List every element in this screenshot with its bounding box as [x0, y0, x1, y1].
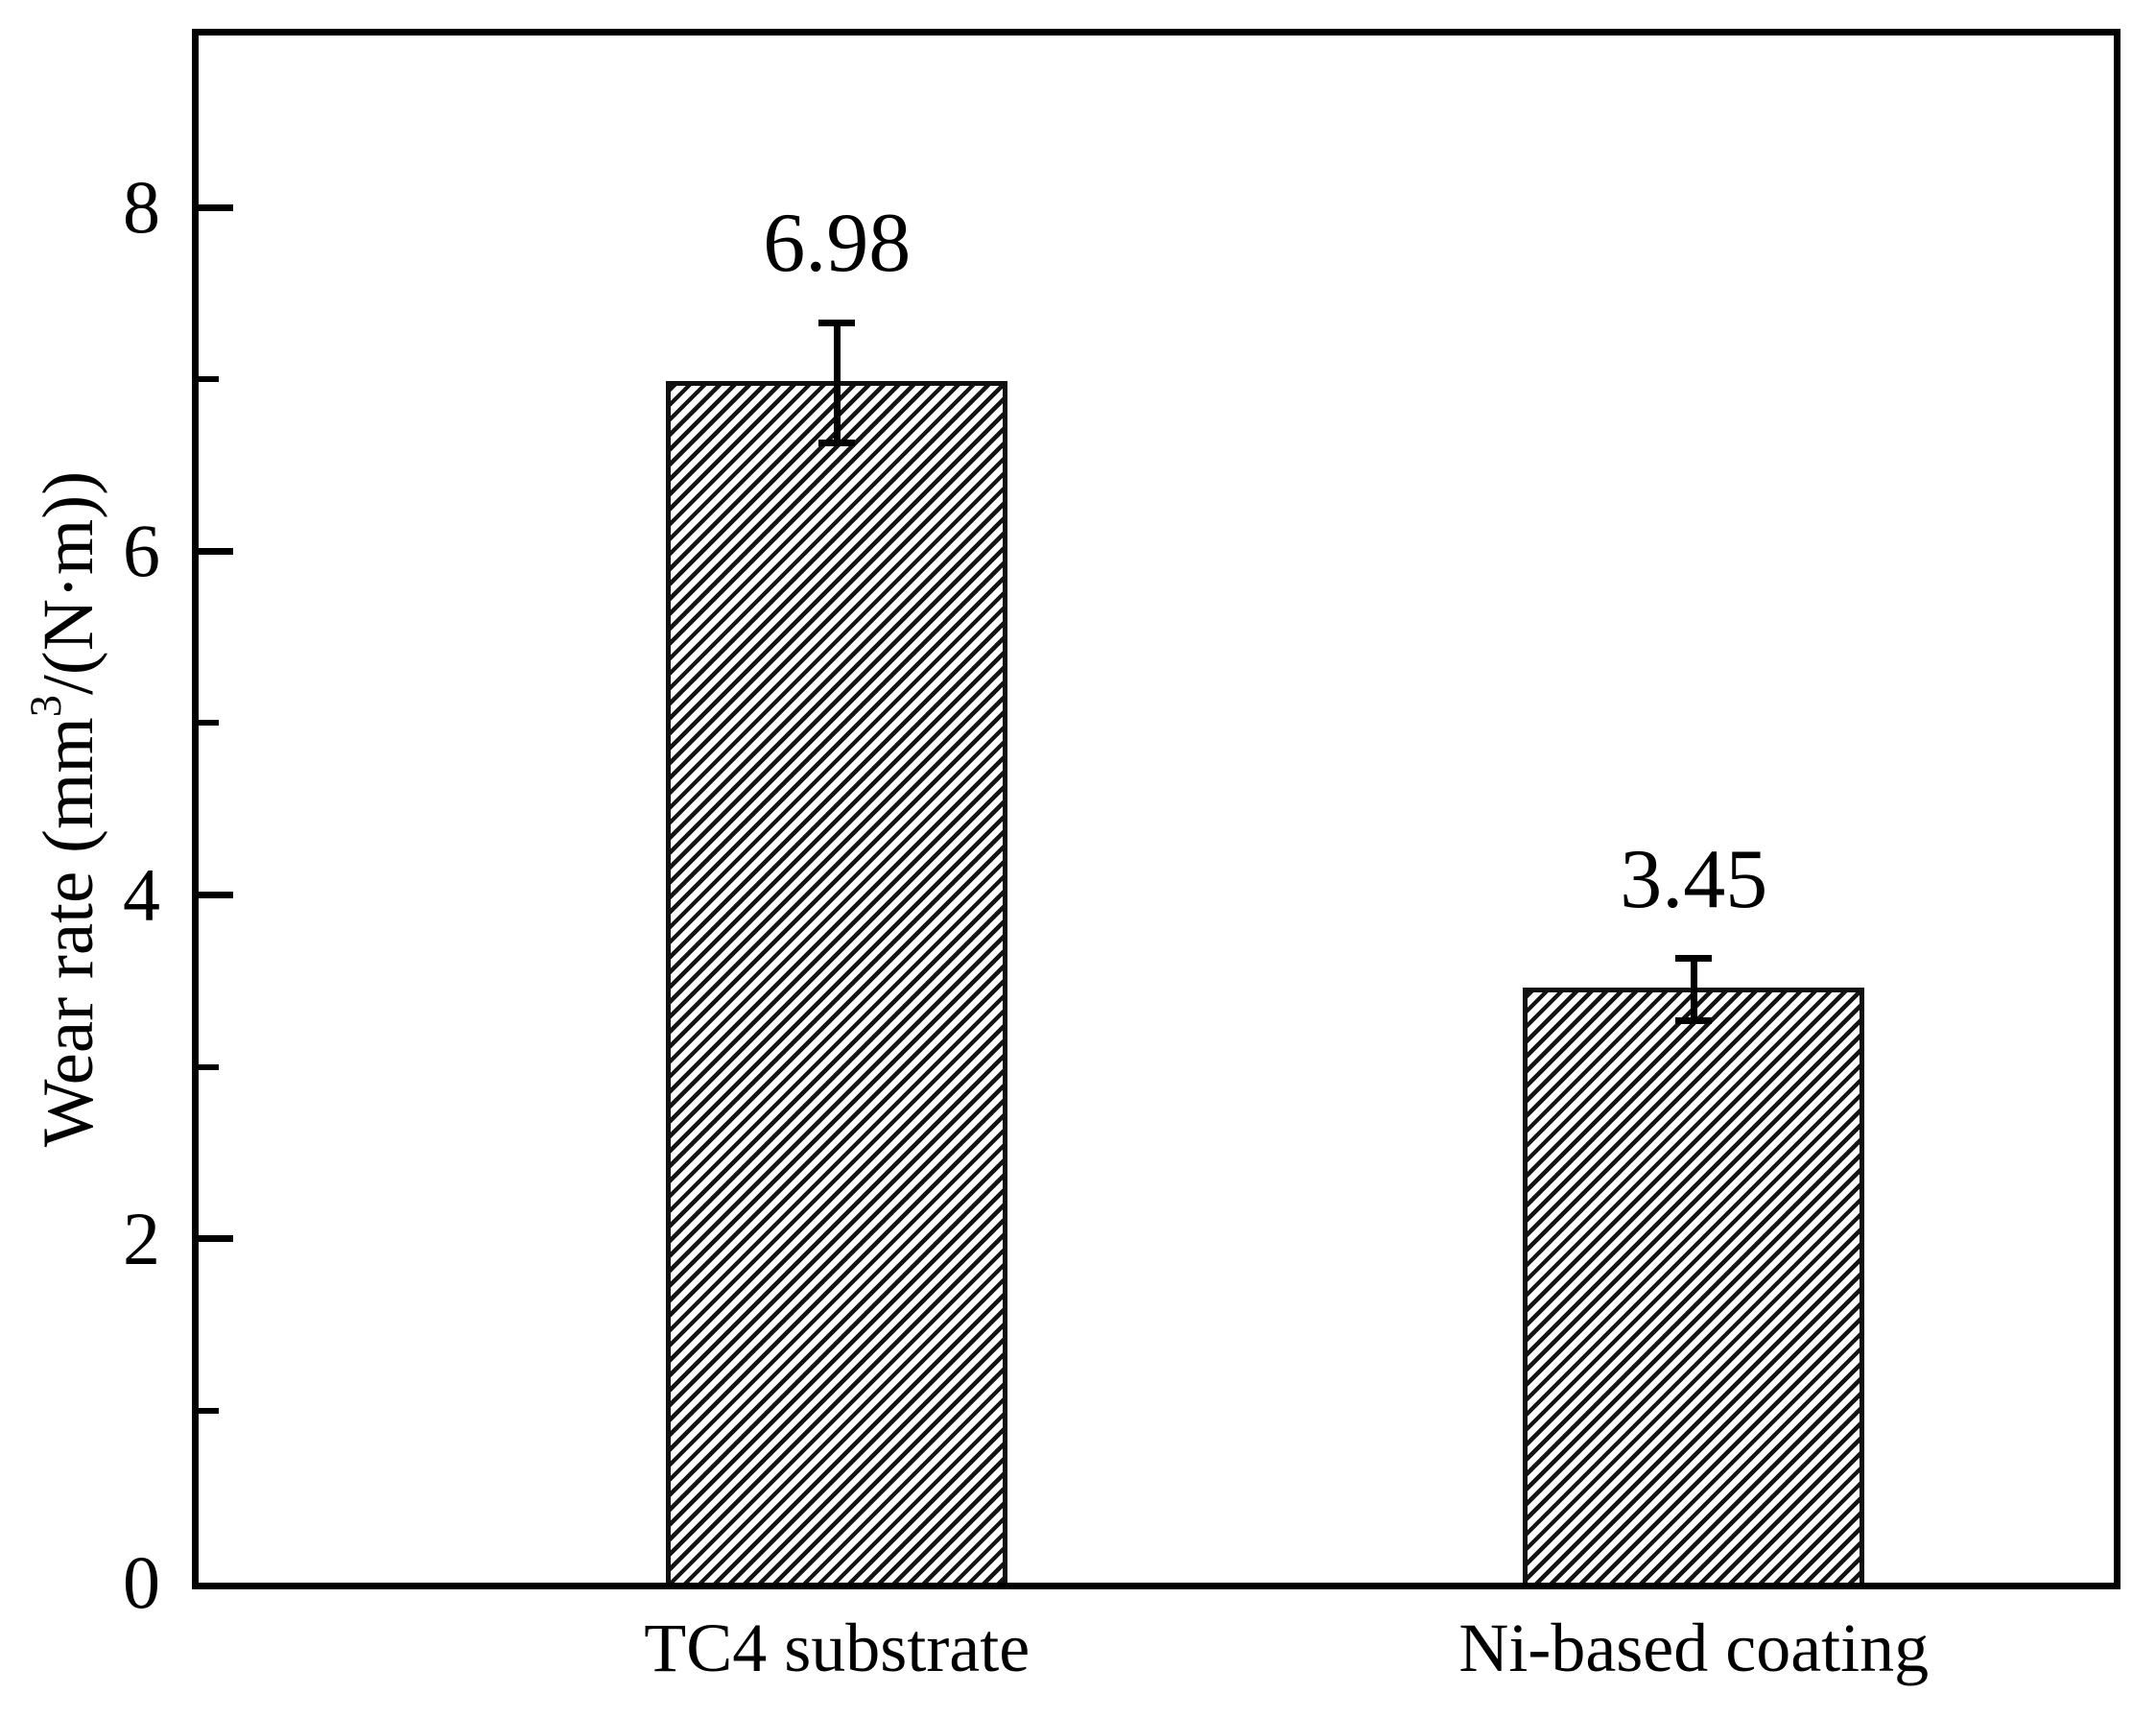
bar-value-label: 3.45	[1620, 832, 1768, 926]
y-minor-tick	[199, 1063, 219, 1070]
y-tick-label: 8	[123, 165, 160, 250]
y-major-tick	[199, 203, 233, 211]
error-bar-line	[833, 322, 841, 443]
bar-tc4-substrate	[666, 381, 1007, 1587]
y-axis-label-suffix: /(N·m))	[29, 470, 108, 696]
y-tick-label: 2	[123, 1196, 160, 1280]
y-axis-label-prefix: Wear rate (mm	[29, 717, 108, 1148]
y-axis-label-superscript: 3	[22, 695, 72, 718]
y-major-tick	[199, 892, 233, 899]
y-minor-tick	[199, 376, 219, 383]
y-minor-tick	[199, 720, 219, 727]
y-major-tick	[199, 547, 233, 555]
error-bar-cap-bottom	[1675, 1016, 1713, 1024]
y-axis-label: Wear rate (mm3/(N·m))	[22, 470, 110, 1148]
bar-ni-based-coating	[1523, 988, 1864, 1587]
x-category-label: TC4 substrate	[644, 1610, 1031, 1686]
error-bar-cap-top	[1675, 955, 1713, 963]
y-tick-label: 4	[123, 852, 160, 937]
error-bar-cap-bottom	[818, 439, 856, 446]
y-tick-label: 6	[123, 509, 160, 593]
error-bar-cap-top	[818, 319, 856, 326]
x-category-label: Ni-based coating	[1458, 1610, 1930, 1686]
bar-value-label: 6.98	[763, 197, 912, 291]
y-major-tick	[199, 1235, 233, 1243]
error-bar-line	[1690, 958, 1697, 1021]
y-minor-tick	[199, 1407, 219, 1414]
y-tick-label: 0	[123, 1540, 160, 1624]
